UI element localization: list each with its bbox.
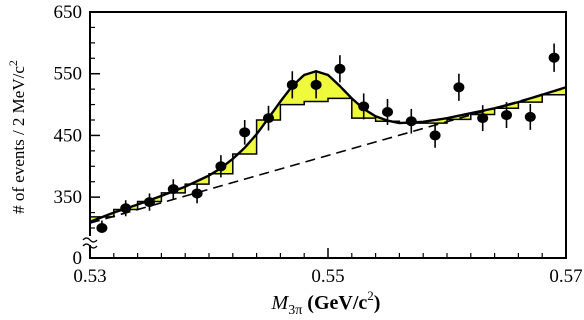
data-point: [405, 108, 417, 134]
data-marker: [286, 79, 298, 90]
x-axis-title-close: ): [374, 292, 381, 314]
axis-break-wave-top: [82, 237, 98, 243]
data-marker: [310, 79, 322, 90]
data-marker: [96, 223, 108, 233]
data-marker: [501, 110, 512, 121]
y-axis-title: # of events / 2 MeV/c2: [6, 60, 28, 214]
x-tick-label: 0.53: [73, 266, 106, 287]
y-tick-label: 0: [73, 248, 83, 269]
data-marker: [144, 197, 155, 208]
data-marker: [524, 111, 536, 122]
data-marker: [239, 127, 251, 138]
data-marker: [120, 203, 132, 214]
x-axis-title-unit: (GeV/c: [302, 292, 367, 314]
data-point: [144, 193, 155, 211]
data-point: [191, 183, 203, 204]
axis-break-icon: [82, 236, 98, 249]
data-point: [477, 105, 489, 132]
x-axis-title-sub: 3π: [288, 303, 302, 318]
y-tick-label: 550: [54, 64, 83, 85]
data-marker: [334, 63, 346, 74]
y-tick-label: 650: [54, 2, 83, 23]
axis-break-wave-bottom: [82, 243, 98, 249]
x-tick-label: 0.55: [311, 266, 344, 287]
data-marker: [358, 101, 370, 112]
data-point: [120, 200, 132, 217]
data-point: [263, 105, 274, 131]
data-marker: [405, 116, 417, 127]
data-point: [429, 123, 441, 148]
y-tick-label: 350: [54, 187, 83, 208]
x-axis-title-sup: 2: [367, 288, 374, 303]
data-point: [96, 220, 108, 233]
data-marker: [548, 52, 560, 63]
x-axis-title: M3π (GeV/c2): [271, 288, 381, 318]
x-tick-label: 0.57: [549, 266, 582, 287]
y-tick-label: 450: [54, 125, 83, 146]
plot-area: [90, 43, 566, 233]
data-marker: [429, 130, 441, 141]
data-marker: [191, 188, 203, 199]
data-point: [501, 102, 512, 129]
y-axis-title-main: # of events / 2 MeV/c: [9, 66, 28, 214]
data-marker: [215, 161, 227, 172]
data-point: [524, 103, 536, 130]
data-marker: [453, 82, 465, 93]
data-marker: [382, 106, 393, 117]
data-point: [286, 71, 298, 99]
total-fit-line: [90, 70, 566, 223]
data-point: [167, 179, 179, 199]
data-point: [215, 155, 227, 178]
x-axis-title-main: M: [271, 292, 290, 314]
data-point: [382, 99, 393, 125]
data-point: [358, 93, 370, 120]
data-point: [453, 73, 465, 101]
y-axis-title-sup: 2: [6, 60, 20, 66]
data-point: [334, 55, 346, 83]
data-marker: [477, 113, 489, 124]
background-fit-line: [90, 87, 566, 224]
data-point: [548, 43, 560, 72]
data-marker: [263, 113, 274, 124]
data-marker: [167, 184, 179, 195]
data-point: [239, 120, 251, 145]
axes: 0 350 450 550 650 0.53 0.55 0.57: [54, 2, 583, 287]
data-point: [310, 71, 322, 99]
plot-frame: [89, 11, 567, 259]
